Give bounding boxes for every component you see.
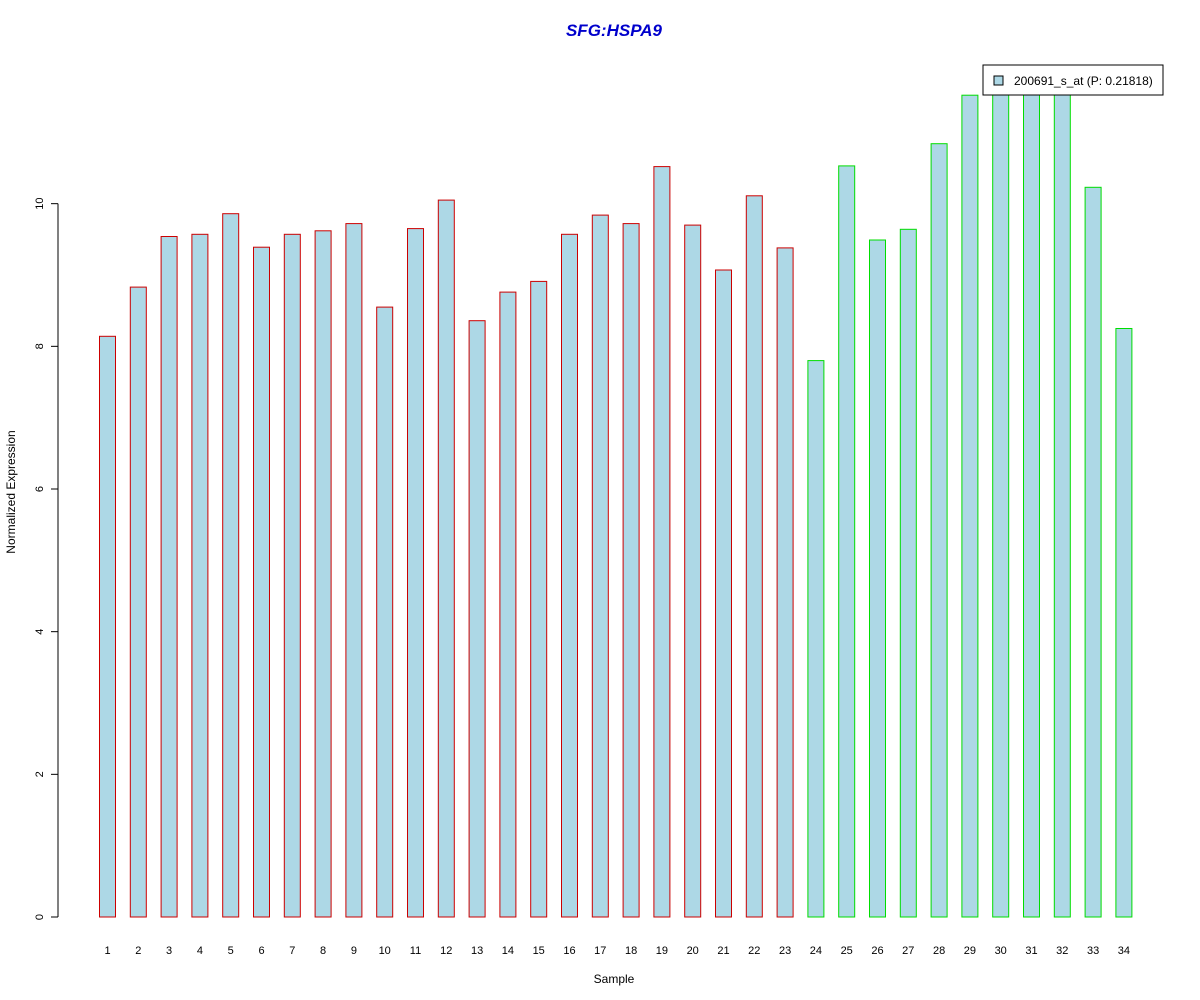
- x-tick-label: 26: [871, 945, 883, 957]
- y-axis-label: Normalized Expression: [4, 430, 18, 553]
- bar-sample-29: [961, 94, 979, 918]
- y-tick-label: 4: [34, 629, 46, 635]
- x-tick-label: 9: [351, 945, 357, 957]
- x-tick-label: 28: [933, 945, 945, 957]
- x-tick-label: 23: [779, 945, 791, 957]
- x-tick-label: 34: [1118, 945, 1130, 957]
- x-tick-label: 27: [902, 945, 914, 957]
- legend-swatch: [993, 75, 1004, 86]
- x-tick-label: 14: [502, 945, 514, 957]
- y-tick-label: 0: [34, 914, 46, 920]
- x-tick-label: 8: [320, 945, 326, 957]
- bar-sample-26: [869, 239, 886, 918]
- x-tick-label: 22: [748, 945, 760, 957]
- bar-sample-12: [437, 199, 455, 918]
- legend: 200691_s_at (P: 0.21818): [982, 64, 1164, 96]
- bar-sample-13: [468, 320, 486, 918]
- x-tick-label: 33: [1087, 945, 1099, 957]
- bar-sample-20: [684, 224, 702, 918]
- bar-sample-1: [99, 335, 116, 918]
- x-tick-label: 18: [625, 945, 637, 957]
- bar-sample-33: [1084, 186, 1102, 918]
- x-tick-label: 20: [687, 945, 699, 957]
- bar-sample-25: [838, 165, 856, 918]
- x-tick-label: 11: [410, 945, 421, 957]
- legend-entry: 200691_s_at (P: 0.21818): [1014, 74, 1153, 88]
- x-tick-label: 30: [995, 945, 1007, 957]
- x-tick-label: 29: [964, 945, 976, 957]
- bar-sample-22: [745, 195, 763, 918]
- x-tick-label: 4: [197, 945, 203, 957]
- x-tick-label: 1: [104, 945, 110, 957]
- x-tick-label: 19: [656, 945, 668, 957]
- bar-sample-24: [807, 360, 825, 918]
- x-tick-label: 15: [533, 945, 545, 957]
- x-tick-label: 31: [1025, 945, 1037, 957]
- bar-sample-28: [930, 143, 948, 918]
- bar-sample-15: [530, 280, 548, 918]
- bar-sample-27: [899, 228, 917, 918]
- bar-sample-5: [222, 213, 240, 918]
- bar-sample-31: [1023, 89, 1040, 918]
- bar-sample-14: [499, 291, 517, 918]
- x-tick-label: 25: [841, 945, 853, 957]
- bar-sample-34: [1115, 328, 1133, 918]
- x-tick-labels: 1 2 3 4 5 6 7 8 9 10 11 12 13 14 15 16 17 18 19 20 21 22 23 24 2…: [104, 945, 1130, 957]
- x-tick-label: 2: [135, 945, 141, 957]
- y-tick-label: 6: [34, 486, 46, 492]
- bar-sample-21: [715, 269, 732, 918]
- bar-sample-4: [191, 233, 209, 918]
- x-tick-label: 24: [810, 945, 822, 957]
- bars: [99, 66, 1133, 918]
- bar-sample-9: [345, 223, 363, 918]
- bar-sample-3: [160, 236, 178, 918]
- bar-sample-30: [992, 66, 1010, 918]
- x-tick-label: 21: [717, 945, 729, 957]
- x-tick-label: 7: [289, 945, 295, 957]
- bar-sample-16: [561, 233, 578, 918]
- bar-sample-7: [283, 233, 301, 918]
- x-tick-label: 32: [1056, 945, 1068, 957]
- bar-sample-11: [407, 228, 424, 918]
- bar-sample-19: [653, 166, 671, 918]
- x-tick-label: 13: [471, 945, 483, 957]
- x-tick-label: 6: [258, 945, 264, 957]
- bar-sample-10: [376, 306, 394, 918]
- y-axis: 0 2 4 6 8 10: [34, 198, 59, 920]
- bar-sample-23: [776, 247, 794, 918]
- bar-sample-18: [622, 223, 640, 918]
- y-tick-label: 8: [34, 343, 46, 349]
- x-axis-label: Sample: [594, 972, 635, 986]
- x-tick-label: 10: [379, 945, 391, 957]
- x-tick-label: 12: [440, 945, 452, 957]
- chart-title: SFG:HSPA9: [566, 21, 663, 40]
- x-tick-label: 17: [594, 945, 606, 957]
- y-tick-label: 2: [34, 771, 46, 777]
- x-tick-label: 3: [166, 945, 172, 957]
- x-tick-label: 16: [563, 945, 575, 957]
- y-tick-label: 10: [34, 198, 46, 210]
- bar-sample-2: [129, 286, 147, 918]
- bar-sample-32: [1053, 71, 1071, 918]
- bar-sample-6: [253, 246, 270, 918]
- bar-sample-17: [591, 214, 609, 918]
- bar-sample-8: [314, 230, 332, 918]
- legend-box: [982, 64, 1164, 96]
- x-tick-label: 5: [228, 945, 234, 957]
